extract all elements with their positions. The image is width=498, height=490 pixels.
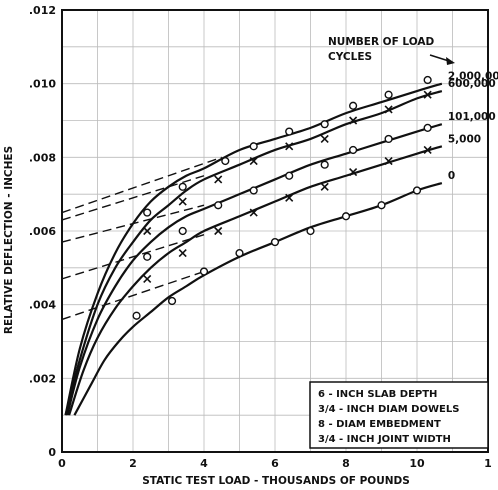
x-axis-label: STATIC TEST LOAD - THOUSANDS OF POUNDS bbox=[142, 475, 410, 487]
series-label-600000: 600,000 bbox=[448, 78, 496, 90]
data-point-x bbox=[423, 145, 432, 155]
data-point-circle bbox=[199, 267, 209, 276]
data-point-circle bbox=[249, 186, 258, 195]
data-point-circle bbox=[384, 134, 393, 144]
data-point-circle bbox=[132, 311, 141, 320]
data-point-circle bbox=[423, 75, 432, 85]
data-points bbox=[132, 75, 432, 320]
data-point-circle bbox=[285, 171, 294, 180]
series-line-2000000 bbox=[64, 82, 443, 416]
data-point-x bbox=[384, 105, 393, 114]
x-tick-label: 2 bbox=[129, 457, 137, 470]
x-tick-label: 6 bbox=[271, 457, 279, 470]
extrapolation-line-2000000 bbox=[61, 156, 222, 214]
data-point-x bbox=[349, 168, 358, 177]
x-tick-label: 1 bbox=[484, 457, 492, 470]
plot-frame bbox=[61, 9, 489, 453]
data-point-circle bbox=[178, 182, 187, 191]
data-point-circle bbox=[249, 142, 258, 151]
data-point-x bbox=[423, 90, 432, 99]
data-point-circle bbox=[285, 127, 294, 136]
data-point-circle bbox=[214, 201, 223, 210]
legend-title-line-1: NUMBER OF LOAD bbox=[328, 36, 435, 48]
series-label-101000: 101,000 bbox=[448, 111, 496, 123]
series-line-101000 bbox=[66, 123, 443, 416]
data-point-circle bbox=[178, 226, 187, 236]
data-point-x bbox=[320, 134, 329, 143]
x-tick-label: 10 bbox=[409, 457, 425, 470]
data-point-x bbox=[384, 156, 393, 166]
grid bbox=[62, 10, 488, 452]
legend-pointer-arrowhead bbox=[446, 57, 455, 65]
extrapolation-line-5000 bbox=[61, 234, 205, 280]
data-point-circle bbox=[167, 296, 177, 306]
data-point-x bbox=[178, 197, 187, 206]
extrapolation-line-600000 bbox=[61, 175, 205, 221]
data-point-circle bbox=[349, 101, 358, 110]
y-axis-label: RELATIVE DEFLECTION - INCHES bbox=[3, 146, 15, 334]
data-point-x bbox=[143, 226, 152, 236]
y-tick-label: 0 bbox=[48, 446, 56, 459]
x-tick-label: 4 bbox=[200, 457, 208, 470]
note-line-4: 3/4 - INCH JOINT WIDTH bbox=[318, 434, 451, 445]
note-line-3: 8 - DIAM EMBEDMENT bbox=[318, 419, 441, 430]
note-line-1: 6 - INCH SLAB DEPTH bbox=[318, 389, 437, 400]
y-tick-label: .008 bbox=[29, 151, 56, 164]
data-point-circle bbox=[235, 249, 244, 258]
y-tick-label: .012 bbox=[29, 4, 56, 17]
series-label-0: 0 bbox=[448, 170, 455, 182]
legend-title-line-2: CYCLES bbox=[328, 51, 372, 63]
y-tick-labels: 0 .002 .004 .006 .008 .010 .012 bbox=[29, 4, 56, 459]
data-point-circle bbox=[143, 252, 152, 261]
specimen-note-box: 6 - INCH SLAB DEPTH 3/4 - INCH DIAM DOWE… bbox=[309, 381, 489, 449]
series-labels: 2,000,000600,000 101,000 5,000 0 bbox=[448, 71, 498, 182]
data-point-x bbox=[285, 142, 294, 151]
extrapolation-line-0 bbox=[61, 270, 205, 321]
series-label-2000000: 2,000,000 bbox=[448, 71, 498, 83]
series-line-5000 bbox=[68, 145, 443, 416]
data-point-circle bbox=[377, 201, 386, 210]
data-point-x bbox=[214, 175, 223, 184]
data-point-circle bbox=[349, 145, 358, 155]
data-point-circle bbox=[143, 208, 152, 217]
y-tick-label: .002 bbox=[29, 372, 56, 385]
series-line-0 bbox=[73, 182, 443, 416]
note-line-2: 3/4 - INCH DIAM DOWELS bbox=[318, 404, 459, 415]
data-point-circle bbox=[270, 237, 280, 247]
x-tick-label: 8 bbox=[342, 457, 350, 470]
data-point-x bbox=[214, 226, 223, 236]
data-point-circle bbox=[320, 160, 329, 169]
data-point-x bbox=[249, 208, 258, 217]
series-curves bbox=[64, 82, 443, 416]
y-tick-label: .004 bbox=[29, 299, 56, 312]
data-point-x bbox=[349, 116, 358, 125]
legend-title: NUMBER OF LOAD CYCLES bbox=[328, 36, 435, 63]
data-point-circle bbox=[221, 156, 230, 166]
data-point-circle bbox=[320, 120, 329, 129]
data-point-circle bbox=[412, 186, 422, 195]
data-point-x bbox=[178, 249, 187, 258]
series-line-600000 bbox=[64, 89, 443, 416]
data-point-x bbox=[143, 274, 152, 283]
y-tick-label: .010 bbox=[29, 78, 56, 91]
data-point-circle bbox=[341, 212, 351, 221]
data-point-circle bbox=[423, 123, 432, 132]
data-point-circle bbox=[384, 90, 393, 99]
y-tick-label: .006 bbox=[29, 225, 56, 238]
x-tick-labels: 0 2 4 6 8 10 1 bbox=[58, 457, 492, 470]
data-point-x bbox=[320, 182, 329, 191]
data-point-x bbox=[249, 156, 258, 166]
series-label-5000: 5,000 bbox=[448, 133, 481, 145]
x-tick-label: 0 bbox=[58, 457, 66, 470]
data-point-x bbox=[285, 193, 294, 202]
data-point-circle bbox=[306, 226, 315, 236]
